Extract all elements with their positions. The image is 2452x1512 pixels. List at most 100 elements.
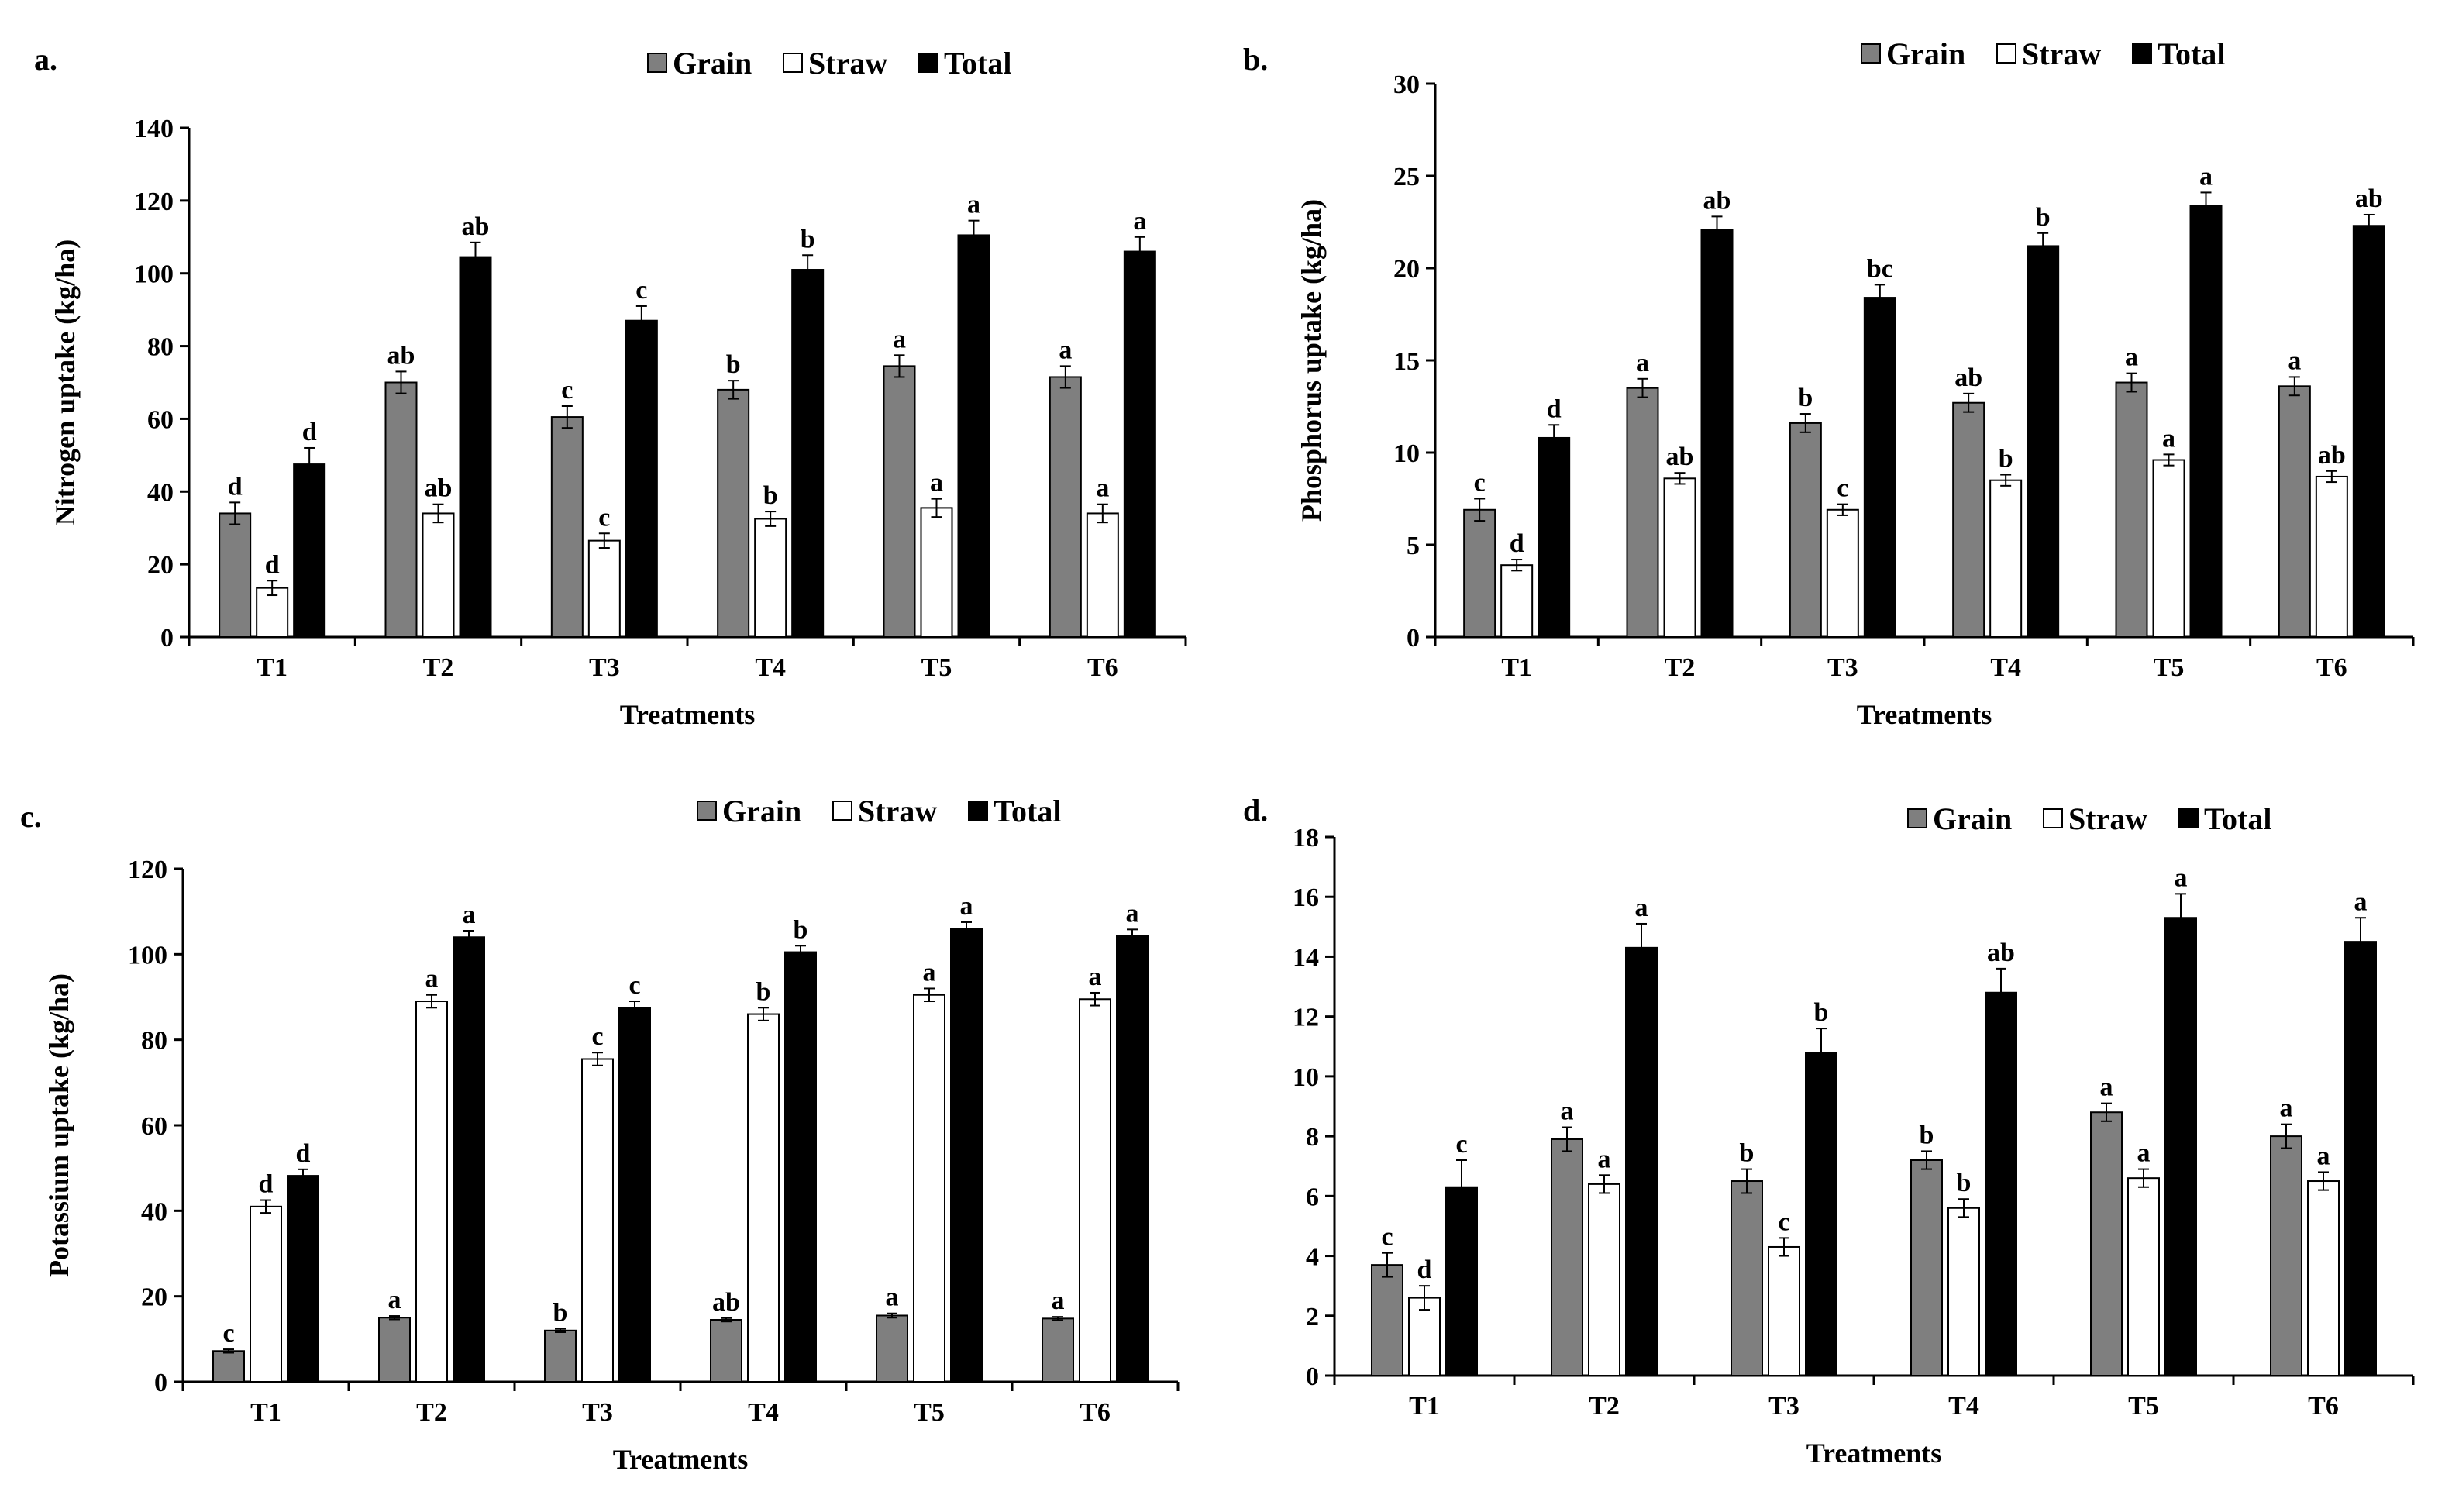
x-category-label: T3 [1827,653,1858,682]
bar-straw [1947,1207,1980,1376]
significance-label: d [1547,394,1562,423]
significance-label: a [1096,474,1109,503]
y-tick-label: 16 [1293,883,1319,912]
x-category-label: T3 [589,653,620,682]
significance-label: d [302,418,317,446]
significance-label: a [425,965,439,994]
significance-label: ab [1954,363,1982,392]
significance-label: a [893,325,906,353]
significance-label: c [635,276,647,305]
significance-label: c [1778,1207,1789,1236]
significance-label: b [1999,445,2013,474]
y-tick-label: 80 [141,1027,167,1056]
bar-grain [1910,1159,1943,1376]
legend-swatch-total [968,801,988,821]
bar-grain [1731,1180,1763,1376]
y-axis-title: Nitrogen uptake (kg/ha) [50,239,81,525]
legend-swatch-total [2178,808,2199,828]
potassium-uptake-chart: c. Grain Straw Total 0 20 40 60 80 100 120 T1 c d d T2 a… [0,756,1226,1511]
significance-label: b [1740,1139,1755,1168]
significance-label: c [1455,1130,1467,1159]
y-tick-label: 20 [147,551,174,580]
legend-swatch-total [918,53,938,73]
legend-label-grain: Grain [1886,36,1965,71]
bar-total [1805,1052,1837,1376]
panel-label: c. [20,799,42,834]
bar-straw [250,1205,282,1383]
bar-straw [1588,1183,1620,1377]
bar-grain [1952,401,1985,638]
significance-label: d [265,550,280,579]
y-tick-label: 2 [1306,1303,1319,1331]
x-axis-title: Treatments [620,699,756,730]
significance-label: a [2100,1073,2113,1102]
significance-label: d [1417,1255,1432,1284]
x-category-label: T5 [2128,1392,2159,1421]
significance-label: bc [1867,254,1893,283]
y-axis-title: Phosphorus uptake (kg/ha) [1296,199,1327,522]
significance-label: a [2199,162,2213,191]
phosphorus-uptake-chart: b. Grain Straw Total 0 5 10 15 20 25 30 T1 c d d T2 a ab a… [1226,0,2452,756]
y-tick-label: 4 [1306,1243,1319,1272]
significance-label: b [1798,384,1813,412]
bar-straw [2307,1180,2340,1376]
bar-grain [378,1317,411,1383]
bar-grain [1551,1138,1583,1376]
y-tick-label: 25 [1393,163,1420,191]
x-category-label: T2 [1665,653,1696,682]
y-tick-label: 20 [1393,255,1420,284]
legend-label-straw: Straw [2068,801,2147,836]
significance-label: a [388,1286,401,1314]
nitrogen-uptake-chart: a. Grain Straw Total 0 20 40 60 80 100 120 140 T1 d d d… [0,0,1226,756]
chart-svg: d. Grain Straw Total024681012141618T1cdcT2a… [1243,793,2415,1469]
y-tick-label: 6 [1306,1183,1319,1211]
y-tick-label: 10 [1393,439,1420,468]
significance-label: c [1474,469,1486,498]
legend: Grain Straw Total [1907,801,2271,836]
bar-total [293,463,326,639]
x-category-label: T4 [1948,1392,1979,1421]
significance-label: a [1089,963,1102,991]
significance-label: ab [1703,186,1731,215]
legend-label-straw: Straw [2022,36,2101,71]
significance-label: a [2288,346,2301,375]
x-category-label: T5 [921,653,952,682]
significance-label: a [2354,887,2368,916]
significance-label: d [228,472,243,501]
x-category-label: T6 [2308,1392,2339,1421]
y-axis-title: Potassium uptake (kg/ha) [43,973,74,1277]
y-tick-label: 18 [1293,824,1319,852]
significance-label: b [1814,998,1829,1027]
x-category-label: T1 [250,1398,281,1427]
bar-grain [2278,385,2311,638]
significance-label: b [801,225,815,253]
bar-grain [544,1329,577,1383]
legend-label-straw: Straw [858,794,937,828]
y-tick-label: 120 [128,856,167,884]
x-category-label: T6 [1087,653,1118,682]
bar-grain [219,512,252,639]
legend-swatch-straw [2043,808,2063,828]
bar-straw [587,539,621,638]
x-axis-title: Treatments [1857,699,1992,730]
y-tick-label: 30 [1393,71,1420,99]
bar-straw [1768,1245,1800,1376]
sulphur-uptake-chart: d. Grain Straw Total 0 2 4 6 8 10 12 14 16 18 T1 c d c T2 a… [1226,756,2452,1511]
significance-label: a [1133,207,1146,236]
legend: Grain Straw Total [647,46,1011,81]
bar-total [459,256,492,638]
bar-grain [1626,387,1659,638]
x-category-label: T2 [1589,1392,1620,1421]
x-category-label: T1 [1409,1392,1440,1421]
legend-label-grain: Grain [673,46,752,81]
bar-total [784,951,817,1383]
bar-grain [384,381,418,638]
y-tick-label: 80 [147,333,174,362]
significance-label: d [1510,529,1524,558]
significance-label: a [1598,1145,1611,1173]
bar-total [1985,991,2017,1376]
x-category-label: T3 [1768,1392,1799,1421]
legend: Grain Straw Total [697,794,1061,828]
significance-label: b [756,977,771,1006]
bar-straw [1663,477,1696,638]
